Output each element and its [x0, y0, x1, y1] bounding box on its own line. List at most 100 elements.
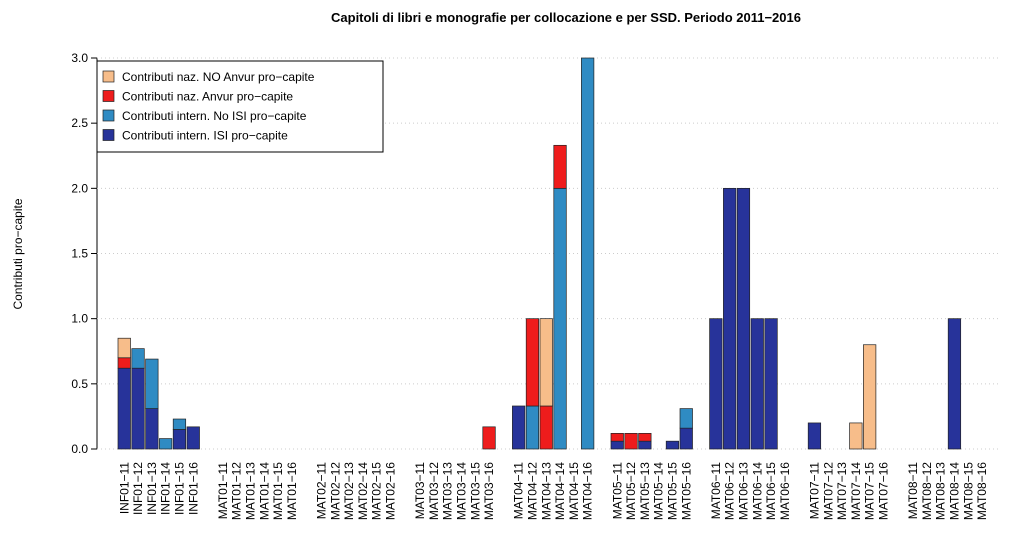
- x-tick-label: INF01−11: [117, 462, 131, 514]
- legend-swatch: [102, 90, 115, 102]
- bar: [764, 318, 778, 450]
- x-tick-label: MAT01−11: [216, 462, 230, 520]
- bar: [159, 438, 173, 450]
- x-tick-label: MAT05−12: [624, 462, 638, 520]
- y-tick-label: 2.0: [71, 181, 88, 195]
- x-tick-label: MAT02−11: [314, 462, 328, 520]
- x-tick-label: MAT07−12: [821, 462, 835, 520]
- x-tick-label: MAT01−12: [230, 462, 244, 520]
- y-axis-label: Contributi pro−capite: [11, 198, 25, 309]
- bar: [750, 318, 764, 450]
- bar: [553, 187, 567, 450]
- x-tick-label: MAT04−13: [539, 462, 553, 520]
- bar: [807, 422, 822, 450]
- bar: [638, 440, 652, 450]
- y-tick-label: 1.0: [71, 312, 88, 326]
- x-tick-label: MAT06−13: [736, 462, 750, 520]
- x-tick-label: MAT07−16: [876, 462, 890, 520]
- x-tick-label: MAT05−11: [610, 462, 624, 520]
- x-tick-label: MAT02−16: [383, 462, 397, 520]
- bar: [131, 348, 145, 369]
- y-tick-label: 2.5: [71, 116, 88, 130]
- x-tick-label: MAT05−13: [638, 462, 652, 520]
- legend-swatch: [102, 129, 115, 141]
- bar: [736, 187, 751, 450]
- x-tick-label: MAT01−14: [257, 462, 271, 520]
- bar: [638, 433, 652, 442]
- x-tick-label: MAT06−14: [750, 462, 764, 520]
- x-tick-label: MAT08−12: [920, 462, 934, 520]
- x-tick-label: MAT06−12: [723, 462, 737, 520]
- x-tick-label: MAT01−15: [271, 462, 285, 520]
- y-tick-label: 1.5: [71, 247, 88, 261]
- x-tick-label: INF01−13: [145, 462, 159, 515]
- x-tick-label: MAT07−14: [849, 462, 863, 520]
- x-tick-label: MAT06−16: [778, 462, 792, 520]
- bar: [525, 318, 540, 407]
- x-tick-label: MAT08−15: [961, 462, 975, 520]
- bar: [172, 418, 187, 430]
- legend-swatch: [102, 70, 115, 83]
- x-tick-label: MAT05−14: [652, 462, 666, 520]
- bar: [117, 357, 131, 369]
- x-tick-label: MAT02−13: [342, 462, 356, 520]
- x-tick-label: MAT04−12: [525, 462, 539, 520]
- x-tick-label: MAT03−13: [441, 462, 455, 520]
- bar: [610, 440, 624, 450]
- bar: [624, 433, 638, 450]
- bar: [665, 440, 680, 450]
- bar: [512, 405, 526, 450]
- x-tick-label: MAT04−14: [553, 462, 567, 520]
- y-tick-label: 0.5: [71, 377, 88, 391]
- x-tick-label: MAT07−13: [835, 462, 849, 520]
- x-tick-label: MAT08−11: [906, 462, 920, 520]
- legend-label: Contributi naz. NO Anvur pro−capite: [122, 70, 315, 84]
- bar: [117, 337, 131, 359]
- x-tick-label: MAT08−13: [934, 462, 948, 520]
- bar: [581, 57, 595, 450]
- bar: [186, 426, 200, 450]
- x-tick-label: INF01−16: [186, 462, 200, 515]
- x-tick-label: MAT07−15: [863, 462, 877, 520]
- chart-title: Capitoli di libri e monografie per collo…: [331, 10, 801, 25]
- x-tick-label: MAT02−14: [356, 462, 370, 520]
- bar: [172, 429, 187, 450]
- bar: [131, 367, 145, 450]
- bar: [679, 408, 693, 429]
- legend-label: Contributi intern. ISI pro−capite: [122, 129, 288, 143]
- x-tick-label: MAT03−16: [482, 462, 496, 520]
- bar: [863, 344, 877, 450]
- x-tick-label: MAT07−11: [807, 462, 821, 520]
- x-tick-label: MAT01−16: [285, 462, 299, 520]
- y-tick-label: 3.0: [71, 51, 88, 65]
- x-tick-label: MAT04−16: [581, 462, 595, 520]
- bar: [539, 405, 553, 450]
- x-tick-label: MAT08−16: [975, 462, 989, 520]
- x-tick-label: MAT05−16: [679, 462, 693, 520]
- x-tick-label: MAT03−14: [454, 462, 468, 520]
- legend-swatch: [102, 109, 115, 122]
- x-tick-label: MAT02−12: [328, 462, 342, 520]
- bar: [145, 408, 159, 450]
- bar: [849, 422, 863, 450]
- bar: [709, 318, 723, 450]
- bar: [723, 187, 737, 450]
- bar: [525, 405, 540, 450]
- x-tick-label: MAT05−15: [665, 462, 679, 520]
- x-tick-label: MAT03−12: [427, 462, 441, 520]
- bar: [539, 318, 553, 407]
- bar: [117, 367, 131, 450]
- bar: [679, 427, 693, 450]
- x-tick-label: MAT01−13: [243, 462, 257, 520]
- x-tick-label: MAT08−14: [947, 462, 961, 520]
- x-tick-label: MAT03−11: [413, 462, 427, 520]
- y-tick-label: 0.0: [71, 442, 88, 456]
- bar: [145, 358, 159, 409]
- x-tick-label: MAT02−15: [370, 462, 384, 520]
- x-tick-label: INF01−14: [159, 462, 173, 515]
- legend-label: Contributi intern. No ISI pro−capite: [122, 109, 307, 123]
- legend-label: Contributi naz. Anvur pro−capite: [122, 90, 293, 104]
- legend-box: [96, 60, 384, 153]
- x-tick-label: MAT06−15: [764, 462, 778, 520]
